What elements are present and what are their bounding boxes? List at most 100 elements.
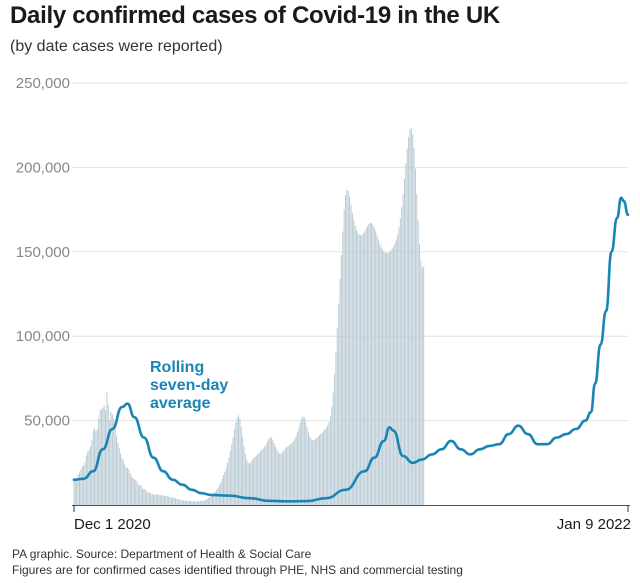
daily-bar [395,239,397,506]
daily-bar [210,496,212,505]
daily-bar [124,464,126,505]
daily-bar [297,432,299,505]
daily-bar [346,189,348,505]
daily-bar [168,496,170,505]
daily-bar [87,451,89,505]
daily-bar [212,494,213,505]
daily-bar [169,496,171,505]
daily-bar [231,444,233,505]
daily-bar [405,163,407,505]
daily-bar [414,168,416,505]
daily-bar [224,471,226,505]
daily-bar [335,352,337,505]
daily-bar [354,225,356,505]
daily-bar [386,253,388,505]
daily-bar [309,436,311,505]
daily-bar [338,303,340,505]
daily-bar [420,260,422,505]
daily-bar [382,249,384,505]
daily-bar [419,243,421,505]
daily-bar [254,456,256,505]
daily-bar [73,479,75,505]
daily-bar [214,491,216,505]
daily-bar [242,436,244,505]
daily-bar [225,467,227,505]
daily-bar [192,501,194,505]
daily-bar [177,499,179,505]
source-note: PA graphic. Source: Department of Health… [12,547,312,561]
daily-bar [132,478,134,505]
daily-bar [244,454,246,505]
daily-bar [283,450,285,505]
daily-bar [153,494,155,505]
daily-bar [314,439,316,505]
daily-bar [372,224,374,506]
daily-bar [388,252,390,505]
daily-bar [116,435,118,505]
daily-bar [88,450,90,505]
daily-bar [393,246,395,505]
daily-bar [157,494,159,505]
daily-bar [324,429,326,505]
daily-bar [295,435,297,505]
daily-bar [380,247,382,505]
daily-bar [417,220,419,506]
daily-bar [261,449,263,505]
daily-bar [394,243,396,506]
daily-bar [273,442,275,505]
chart-subtitle: (by date cases were reported) [10,38,223,55]
daily-bar [260,451,261,505]
daily-bar [277,452,279,505]
daily-bar [128,469,130,505]
daily-bar [375,231,377,505]
daily-bar [257,454,259,505]
daily-bar [308,432,309,505]
daily-bar [76,479,78,505]
daily-bar [384,252,386,505]
daily-bar [412,134,414,505]
daily-bar [317,436,319,505]
daily-bar [238,415,240,505]
daily-bar [151,493,153,505]
daily-bar [365,228,367,505]
daily-bar [349,196,351,505]
daily-bar [250,462,252,505]
daily-bar [343,209,345,506]
daily-bar [280,453,282,505]
daily-bar [213,493,215,505]
daily-bar [272,439,274,505]
daily-bar [221,478,223,505]
daily-bar [190,501,192,505]
daily-bar [80,469,82,505]
daily-bar [286,447,288,505]
daily-bar [92,430,94,505]
x-tick-label: Jan 9 2022 [557,516,631,533]
x-axis: Dec 1 2020 Jan 9 2022 [72,505,631,533]
daily-bar [84,462,86,505]
daily-bar [103,404,105,505]
y-tick-label: 100,000 [16,328,70,345]
daily-bar [180,499,182,505]
daily-bar [275,446,277,505]
daily-bar [233,429,235,505]
daily-bar [209,497,211,505]
daily-bar [89,446,91,505]
daily-bar [137,484,139,505]
daily-bar [377,239,379,505]
daily-bar [227,462,229,505]
figures-note: Figures are for confirmed cases identifi… [12,563,463,577]
daily-bar [143,488,145,505]
daily-bar [118,448,120,505]
daily-bar [336,328,338,505]
rolling-average-annotation: Rolling seven-day average [150,359,228,412]
daily-bar [270,437,272,505]
daily-bar [228,457,230,505]
daily-bar [117,442,119,505]
daily-bar [290,444,292,505]
daily-bar [170,497,172,505]
daily-bar [154,495,156,505]
daily-bar [176,498,178,505]
daily-bar [216,489,218,505]
daily-bar [129,473,131,505]
